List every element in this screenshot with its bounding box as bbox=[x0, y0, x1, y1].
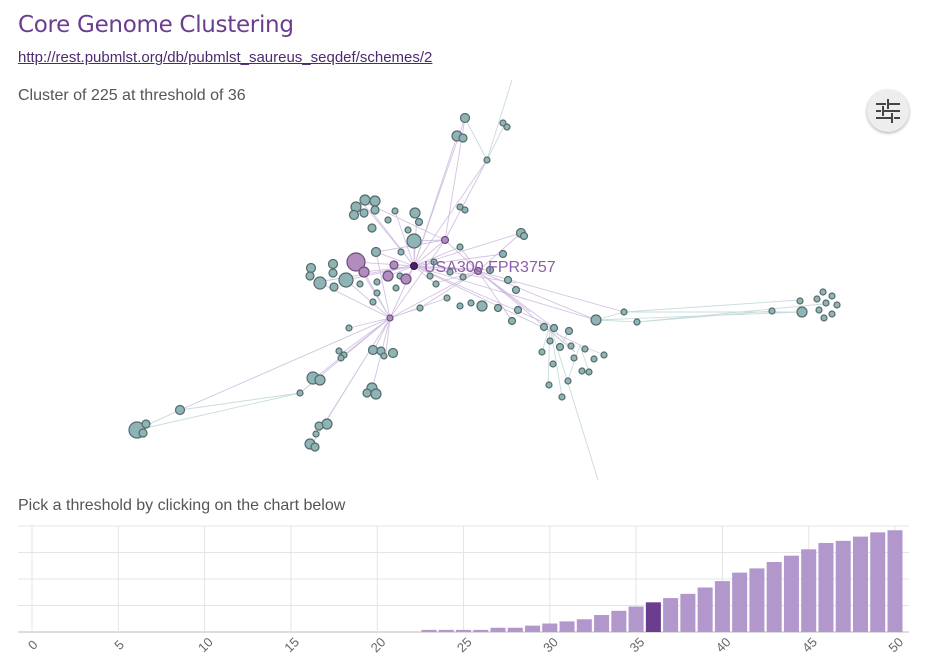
chart-bar[interactable] bbox=[611, 610, 627, 632]
chart-x-tick-label: 25 bbox=[454, 634, 475, 655]
cluster-info: Cluster of 225 at threshold of 36 bbox=[18, 87, 246, 104]
chart-bar[interactable] bbox=[835, 540, 851, 632]
chart-x-tick-label: 5 bbox=[111, 637, 127, 653]
focus-node-label: USA300 FPR3757 bbox=[424, 259, 556, 276]
chart-bar[interactable] bbox=[594, 615, 610, 632]
chart-bar[interactable] bbox=[490, 627, 506, 632]
chart-bar[interactable] bbox=[801, 549, 817, 632]
chart-bar[interactable] bbox=[438, 629, 454, 632]
threshold-histogram[interactable]: 0 5 10 15 20 25 30 35 40 45 50 bbox=[0, 520, 929, 671]
chart-bar[interactable] bbox=[576, 619, 592, 632]
chart-bar[interactable] bbox=[870, 532, 886, 632]
chart-x-tick-label: 0 bbox=[25, 637, 41, 653]
chart-bar[interactable] bbox=[473, 629, 489, 632]
chart-bar-selected[interactable] bbox=[645, 602, 661, 632]
chart-bar[interactable] bbox=[783, 555, 799, 632]
chart-x-tick-label: 35 bbox=[626, 634, 647, 655]
chart-x-tick-label: 50 bbox=[885, 634, 906, 655]
chart-bar[interactable] bbox=[697, 587, 713, 632]
chart-x-tick-label: 45 bbox=[799, 634, 820, 655]
threshold-prompt: Pick a threshold by clicking on the char… bbox=[18, 497, 346, 514]
chart-x-tick-label: 15 bbox=[281, 634, 302, 655]
chart-bar[interactable] bbox=[887, 530, 903, 632]
chart-bar[interactable] bbox=[542, 623, 558, 632]
scheme-url-link[interactable]: http://rest.pubmlst.org/db/pubmlst_saure… bbox=[18, 49, 433, 66]
settings-button[interactable] bbox=[867, 90, 909, 132]
chart-x-tick-label: 10 bbox=[195, 634, 216, 655]
page-title: Core Genome Clustering bbox=[18, 12, 294, 38]
chart-bar[interactable] bbox=[421, 629, 437, 632]
chart-x-tick-label: 40 bbox=[713, 634, 734, 655]
chart-bar[interactable] bbox=[852, 536, 868, 632]
network-edges bbox=[136, 79, 824, 481]
chart-bar[interactable] bbox=[559, 621, 575, 632]
sliders-icon bbox=[876, 99, 900, 123]
focus-node[interactable] bbox=[410, 262, 418, 270]
chart-bar[interactable] bbox=[818, 542, 834, 632]
chart-bar[interactable] bbox=[455, 629, 472, 632]
chart-x-tick-label: 20 bbox=[368, 634, 389, 655]
chart-bar[interactable] bbox=[507, 627, 523, 632]
chart-bar[interactable] bbox=[749, 568, 765, 632]
chart-bar[interactable] bbox=[766, 562, 782, 632]
chart-x-tick-label: 30 bbox=[540, 634, 561, 655]
chart-bar[interactable] bbox=[628, 606, 644, 632]
cluster-network-graph[interactable]: USA300 FPR3757 bbox=[0, 75, 929, 485]
chart-x-ticks: 0 5 10 15 20 25 30 35 40 45 50 bbox=[25, 634, 906, 655]
chart-bar[interactable] bbox=[680, 593, 696, 632]
network-nodes[interactable] bbox=[128, 112, 841, 452]
chart-bar[interactable] bbox=[732, 572, 748, 632]
chart-bar[interactable] bbox=[663, 598, 679, 632]
chart-bar[interactable] bbox=[525, 625, 541, 632]
chart-bar[interactable] bbox=[714, 581, 730, 632]
chart-bars[interactable] bbox=[421, 530, 903, 632]
